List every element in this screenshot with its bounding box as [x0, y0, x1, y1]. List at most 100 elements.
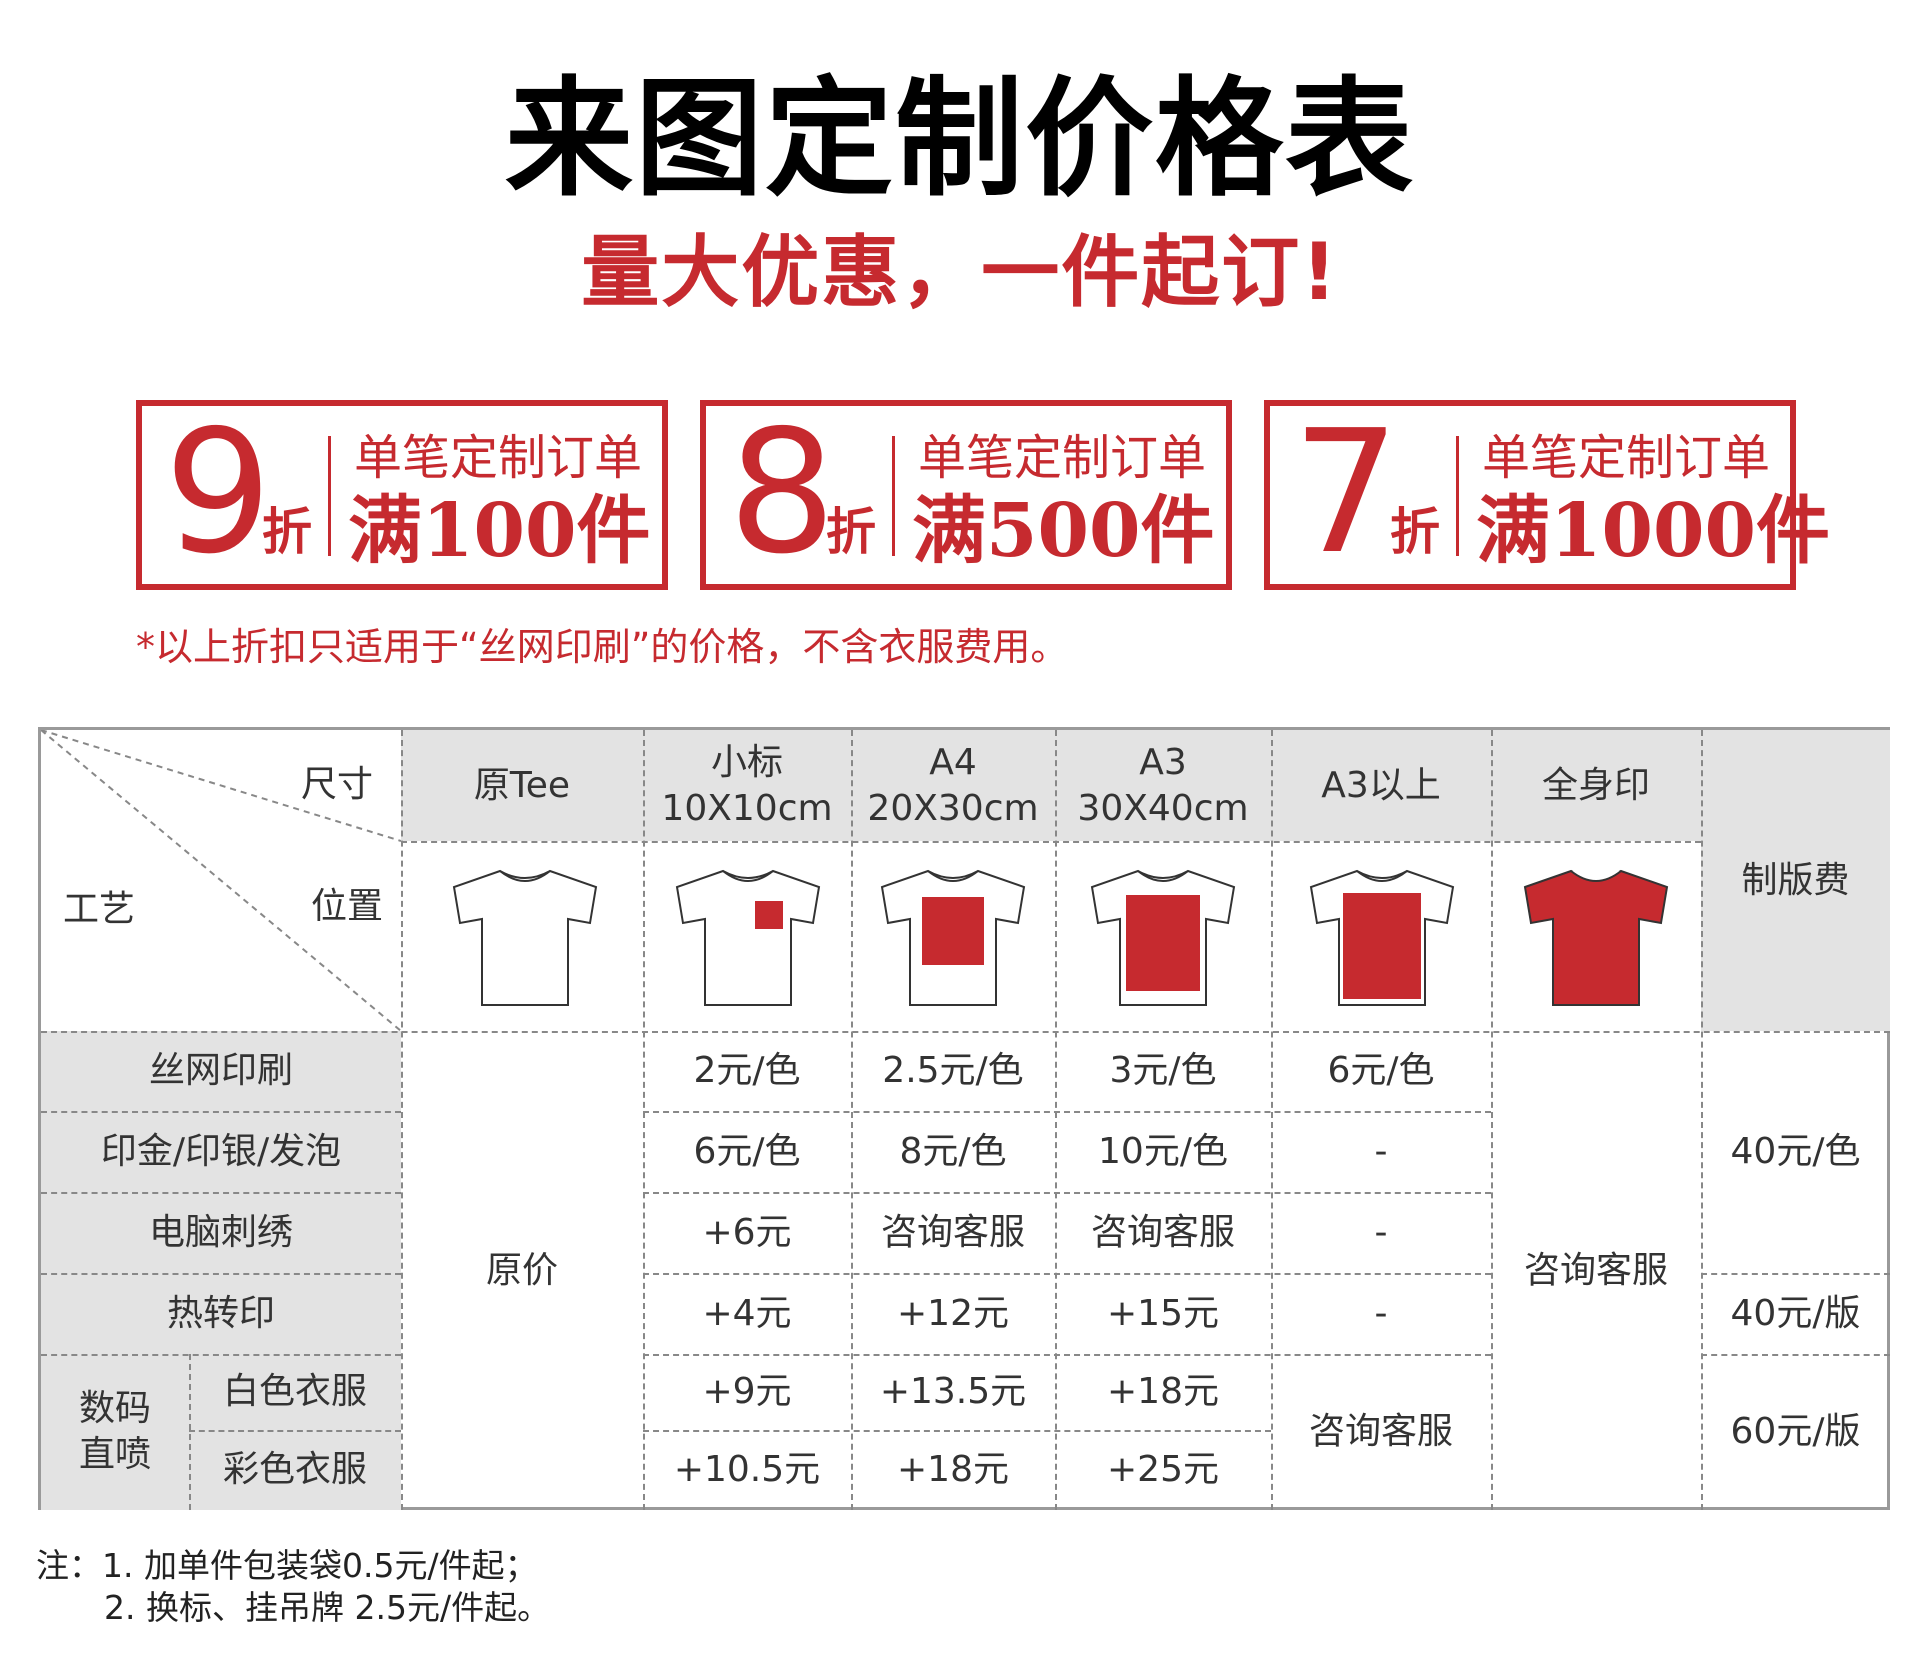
grid-line	[643, 1111, 1491, 1113]
footnotes: 注：1. 加单件包装袋0.5元/件起； 2. 换标、挂吊牌 2.5元/件起。	[36, 1545, 550, 1629]
price-cell: +6元	[702, 1211, 792, 1253]
row-header-screen-print: 丝网印刷	[148, 1050, 293, 1091]
grid-line	[189, 1430, 401, 1432]
corner-size-label: 尺寸	[301, 764, 374, 805]
price-cell: +18元	[1107, 1371, 1219, 1412]
price-cell: +18元	[897, 1449, 1009, 1490]
discount-number: 8	[728, 394, 837, 592]
grid-line	[851, 730, 853, 1510]
discount-condition: 单笔定制订单	[918, 430, 1207, 486]
tshirt-a3plus-print-icon	[1309, 869, 1455, 1006]
discount-divider	[892, 436, 895, 556]
discount-condition: 单笔定制订单	[354, 430, 643, 486]
row-header-white-shirt: 白色衣服	[222, 1371, 367, 1412]
price-cell: -	[1374, 1211, 1388, 1253]
discount-condition: 单笔定制订单	[1482, 430, 1771, 486]
col-header-name: 原Tee	[473, 764, 571, 806]
tshirt-a4-print-icon	[880, 869, 1026, 1006]
price-cell: 6元/色	[1327, 1050, 1435, 1091]
grid-line	[401, 730, 403, 1510]
price-cell: -	[1374, 1130, 1388, 1172]
discount-disclaimer: *以上折扣只适用于“丝网印刷”的价格，不含衣服费用。	[136, 625, 1069, 669]
discount-quantity: 满500件	[912, 488, 1215, 574]
tshirt-blank-icon	[452, 869, 598, 1006]
grid-line	[643, 1192, 1491, 1194]
grid-line	[643, 1354, 1491, 1356]
discount-unit: 折	[262, 503, 312, 561]
price-cell: +15元	[1107, 1292, 1219, 1334]
col-header-a4: A4 20X30cm	[851, 730, 1055, 841]
plate-fee-screen-cell: 40元/色	[1730, 1131, 1861, 1172]
footnote-2: 2. 换标、挂吊牌 2.5元/件起。	[104, 1588, 551, 1627]
row-header-colored-shirt: 彩色衣服	[222, 1449, 367, 1490]
discount-box-7: 7 折 单笔定制订单 满1000件	[1264, 394, 1830, 592]
grid-line	[41, 1192, 401, 1194]
tshirt-full-print-icon	[1523, 869, 1669, 1006]
col-header-size: 30X40cm	[1077, 787, 1249, 829]
page-title: 来图定制价格表	[504, 65, 1415, 214]
price-cell: +9元	[702, 1371, 792, 1412]
col-header-size: 10X10cm	[661, 787, 833, 829]
discount-quantity: 满100件	[348, 488, 651, 574]
discount-divider	[1456, 436, 1459, 556]
discount-quantity: 满1000件	[1476, 488, 1830, 574]
price-cell: 咨询客服	[880, 1211, 1025, 1253]
grid-line	[643, 730, 645, 1510]
grid-line	[1491, 730, 1493, 1510]
row-header-foil-puff: 印金/印银/发泡	[100, 1130, 342, 1172]
discount-number: 7	[1292, 394, 1401, 592]
original-price-cell: 原价	[485, 1249, 558, 1291]
col-header-name: 全身印	[1541, 764, 1650, 806]
price-cell: 3元/色	[1109, 1050, 1217, 1091]
col-header-a3-plus: A3以上	[1271, 730, 1491, 841]
col-header-plate-fee: 制版费	[1741, 859, 1850, 901]
plate-fee-heat-cell: 40元/版	[1730, 1292, 1861, 1334]
header-band	[401, 730, 1701, 841]
grid-line	[41, 1354, 401, 1356]
row-header-heat-transfer: 热转印	[166, 1292, 275, 1334]
tshirt-a3-print-icon	[1090, 869, 1236, 1006]
price-cell: +12元	[897, 1292, 1009, 1334]
corner-position-label: 位置	[311, 886, 384, 927]
grid-line	[1701, 1273, 1890, 1275]
grid-line	[1701, 730, 1703, 1510]
discount-number: 9	[164, 394, 273, 592]
price-cell: 6元/色	[693, 1130, 801, 1172]
col-header-a3: A3 30X40cm	[1055, 730, 1271, 841]
grid-line	[401, 841, 1701, 843]
discount-box-8: 8 折 单笔定制订单 满500件	[700, 394, 1232, 592]
price-cell: +4元	[702, 1292, 792, 1334]
grid-line	[1271, 730, 1273, 1510]
price-cell: 2元/色	[693, 1050, 801, 1091]
price-table: 尺寸 工艺 位置 原Tee 小标 10X10cm A4 20X30cm A3 3…	[38, 727, 1890, 1510]
col-header-name: A3以上	[1321, 764, 1441, 806]
corner-craft-label: 工艺	[63, 889, 136, 930]
grid-line	[1701, 1354, 1890, 1356]
discount-unit: 折	[1390, 503, 1440, 561]
row-header-embroidery: 电脑刺绣	[148, 1211, 293, 1253]
price-cell: +10.5元	[673, 1449, 821, 1490]
col-header-small-logo: 小标 10X10cm	[643, 730, 851, 841]
discount-divider	[328, 436, 331, 556]
price-cell: -	[1374, 1292, 1388, 1334]
digital-a3plus-cell: 咨询客服	[1308, 1411, 1453, 1452]
price-cell: 咨询客服	[1090, 1211, 1235, 1253]
corner-diagonal	[41, 730, 401, 1031]
grid-line	[41, 1273, 401, 1275]
discount-unit: 折	[826, 503, 876, 561]
col-header-full-print: 全身印	[1491, 730, 1701, 841]
grid-line	[643, 1273, 1491, 1275]
grid-line	[1055, 730, 1057, 1510]
col-header-blank-tee: 原Tee	[401, 730, 643, 841]
row-header-digital-group: 数码 直喷	[78, 1388, 151, 1475]
footnote-1: 注：1. 加单件包装袋0.5元/件起；	[36, 1546, 538, 1585]
page-subtitle: 量大优惠，一件起订!	[581, 228, 1339, 318]
price-cell: +25元	[1107, 1449, 1219, 1490]
col-header-name: 小标	[710, 741, 783, 783]
discount-box-9: 9 折 单笔定制订单 满100件	[136, 394, 668, 592]
plate-fee-header-bg	[1701, 730, 1890, 1031]
col-header-name: A4	[929, 741, 977, 783]
col-header-size: 20X30cm	[867, 787, 1039, 829]
price-cell: 8元/色	[899, 1130, 1007, 1172]
grid-line	[643, 1430, 1271, 1432]
